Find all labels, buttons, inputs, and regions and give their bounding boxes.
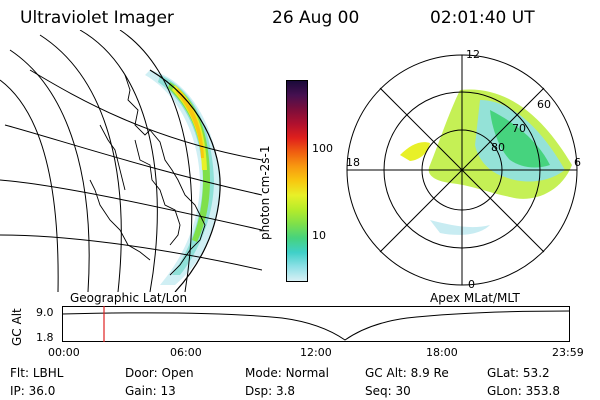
info-door: Door: Open: [125, 366, 194, 380]
coastlines: [89, 74, 206, 276]
orbit-xtick-4: 23:59: [552, 346, 584, 359]
polar-grid: [346, 54, 578, 286]
orbit-frame: [62, 306, 570, 342]
mlt-label-bottom: 0: [468, 278, 475, 291]
polar-map: [346, 54, 578, 286]
info-flt: Flt: LBHL: [10, 366, 64, 380]
mlt-label-right: 6: [574, 156, 581, 169]
aurora-emission-right: [400, 89, 572, 235]
mlt-label-left: 18: [346, 156, 360, 169]
geographic-map: [0, 30, 262, 292]
info-gain: Gain: 13: [125, 384, 176, 398]
info-dsp: Dsp: 3.8: [245, 384, 296, 398]
mlt-label-top: 12: [466, 48, 480, 61]
header-time: 02:01:40 UT: [430, 8, 535, 28]
lat-label-60: 60: [537, 98, 551, 111]
info-ip: IP: 36.0: [10, 384, 56, 398]
info-mode: Mode: Normal: [245, 366, 329, 380]
aurora-emission-left: [145, 70, 221, 285]
lat-label-70: 70: [512, 122, 526, 135]
colorbar: [286, 80, 308, 282]
colorbar-unit-label: photon cm-2s-1: [258, 145, 272, 241]
colorbar-gradient: [287, 81, 307, 281]
orbit-ytick-low: 1.8: [36, 331, 54, 344]
right-map-caption: Apex MLat/MLT: [430, 291, 520, 305]
orbit-xtick-2: 12:00: [300, 346, 332, 359]
info-glat: GLat: 53.2: [487, 366, 550, 380]
header-date: 26 Aug 00: [272, 8, 360, 28]
left-map-caption: Geographic Lat/Lon: [70, 291, 188, 305]
instrument-title: Ultraviolet Imager: [20, 8, 174, 28]
orbit-xtick-1: 06:00: [170, 346, 202, 359]
orbit-xtick-3: 18:00: [426, 346, 458, 359]
colorbar-tick-10: 10: [312, 229, 326, 242]
orbit-ytick-high: 9.0: [36, 306, 54, 319]
info-seq: Seq: 30: [365, 384, 411, 398]
orbit-plot: [62, 306, 570, 342]
orbit-altitude-curve: [62, 310, 570, 341]
info-glon: GLon: 353.8: [487, 384, 560, 398]
map-gridlines: [0, 30, 262, 292]
colorbar-tick-100: 100: [312, 142, 333, 155]
lat-label-80: 80: [491, 141, 505, 154]
orbit-axis-label: GC Alt: [10, 308, 24, 346]
orbit-xtick-0: 00:00: [48, 346, 80, 359]
info-gc-alt: GC Alt: 8.9 Re: [365, 366, 449, 380]
